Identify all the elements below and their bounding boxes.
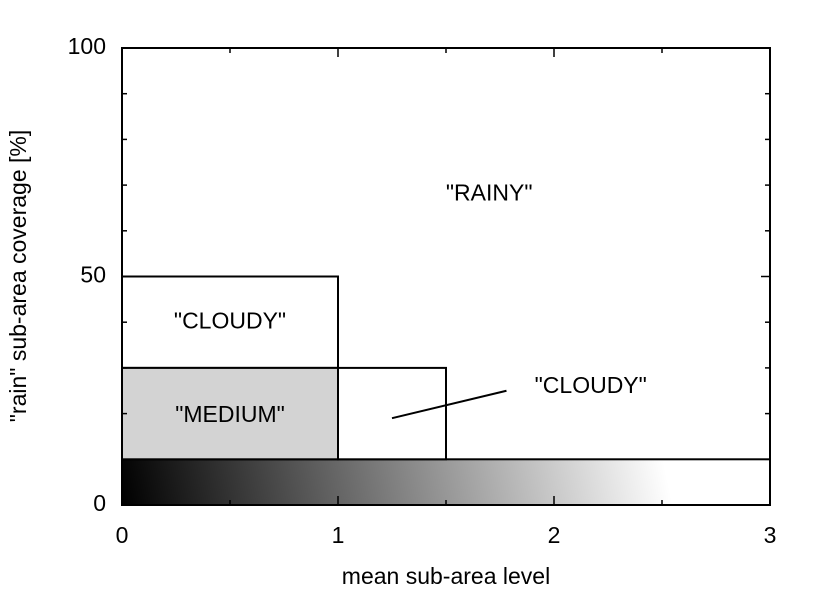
y-tick-label: 0 (93, 490, 106, 516)
annotation: "CLOUDY" (174, 307, 286, 333)
region (337, 366, 447, 461)
annotation: "MEDIUM" (175, 401, 285, 427)
y-tick-label: 100 (68, 33, 106, 59)
y-axis-label: "rain" sub-area coverage [%] (5, 130, 31, 422)
x-axis-label: mean sub-area level (342, 563, 550, 589)
annotation: "RAINY" (446, 179, 533, 205)
x-tick-label: 2 (548, 522, 561, 548)
y-tick-label: 50 (80, 262, 106, 288)
region (121, 458, 771, 506)
leader-line (391, 389, 507, 420)
annotation: "CLOUDY" (535, 372, 647, 398)
x-tick-label: 1 (332, 522, 345, 548)
x-tick-label: 0 (116, 522, 129, 548)
region (121, 366, 339, 461)
region (121, 275, 339, 369)
x-tick-label: 3 (764, 522, 777, 548)
